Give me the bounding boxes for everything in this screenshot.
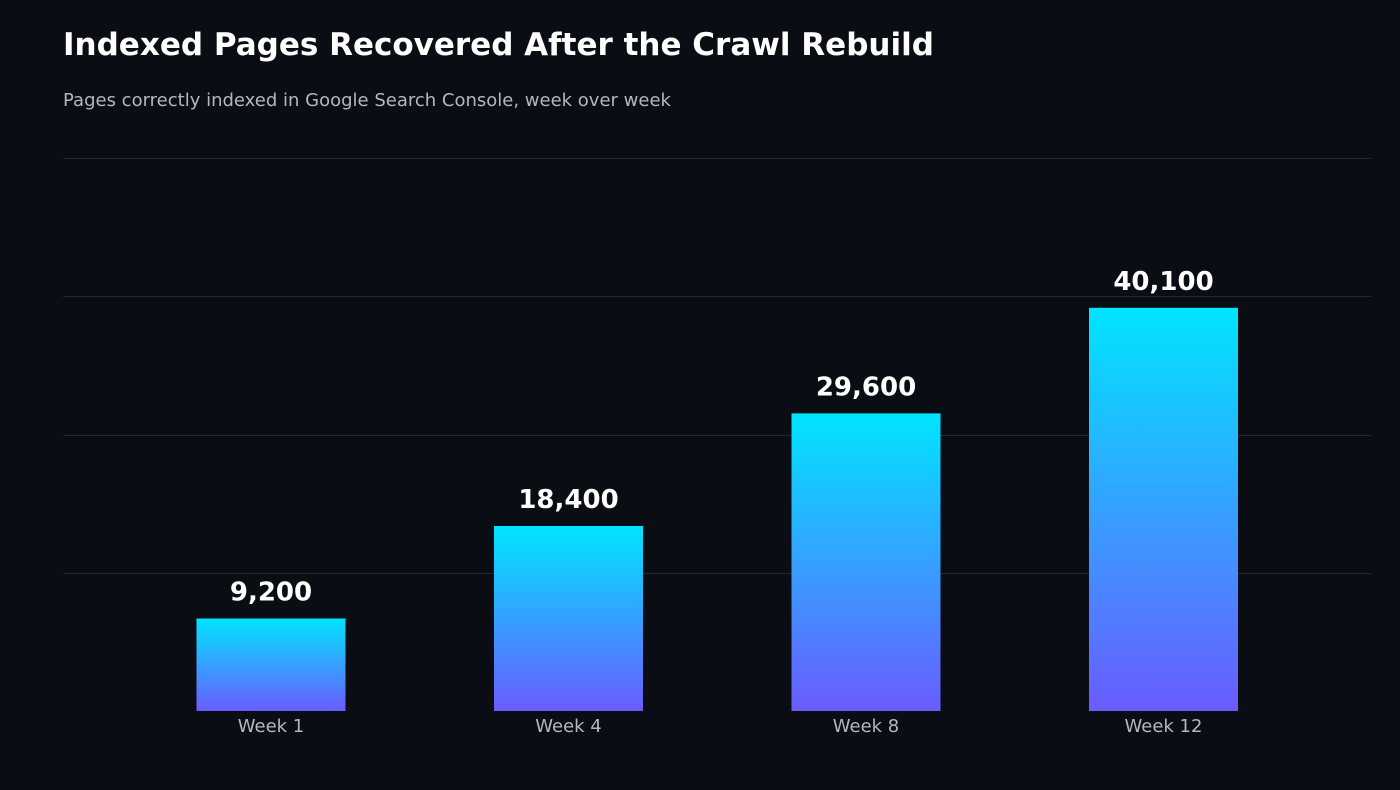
bar-value-label: 18,400: [518, 485, 618, 515]
chart-subtitle: Pages correctly indexed in Google Search…: [63, 90, 671, 111]
x-tick-label: Week 4: [535, 716, 602, 737]
x-tick-label: Week 1: [238, 716, 305, 737]
x-tick-label: Week 8: [833, 716, 900, 737]
bar: [196, 618, 346, 711]
bar-value-label: 40,100: [1113, 267, 1213, 297]
bars: [196, 307, 1238, 711]
bar: [1089, 307, 1238, 711]
value-labels: 9,200 18,400 29,600 40,100: [230, 267, 1214, 608]
bar-value-label: 9,200: [230, 577, 312, 607]
x-tick-label: Week 12: [1125, 716, 1203, 737]
bar: [791, 413, 941, 711]
x-axis-tick-labels: Week 1 Week 4 Week 8 Week 12: [238, 716, 1203, 737]
chart-title: Indexed Pages Recovered After the Crawl …: [63, 27, 934, 63]
bar: [494, 525, 643, 711]
bar-value-label: 29,600: [816, 372, 916, 402]
